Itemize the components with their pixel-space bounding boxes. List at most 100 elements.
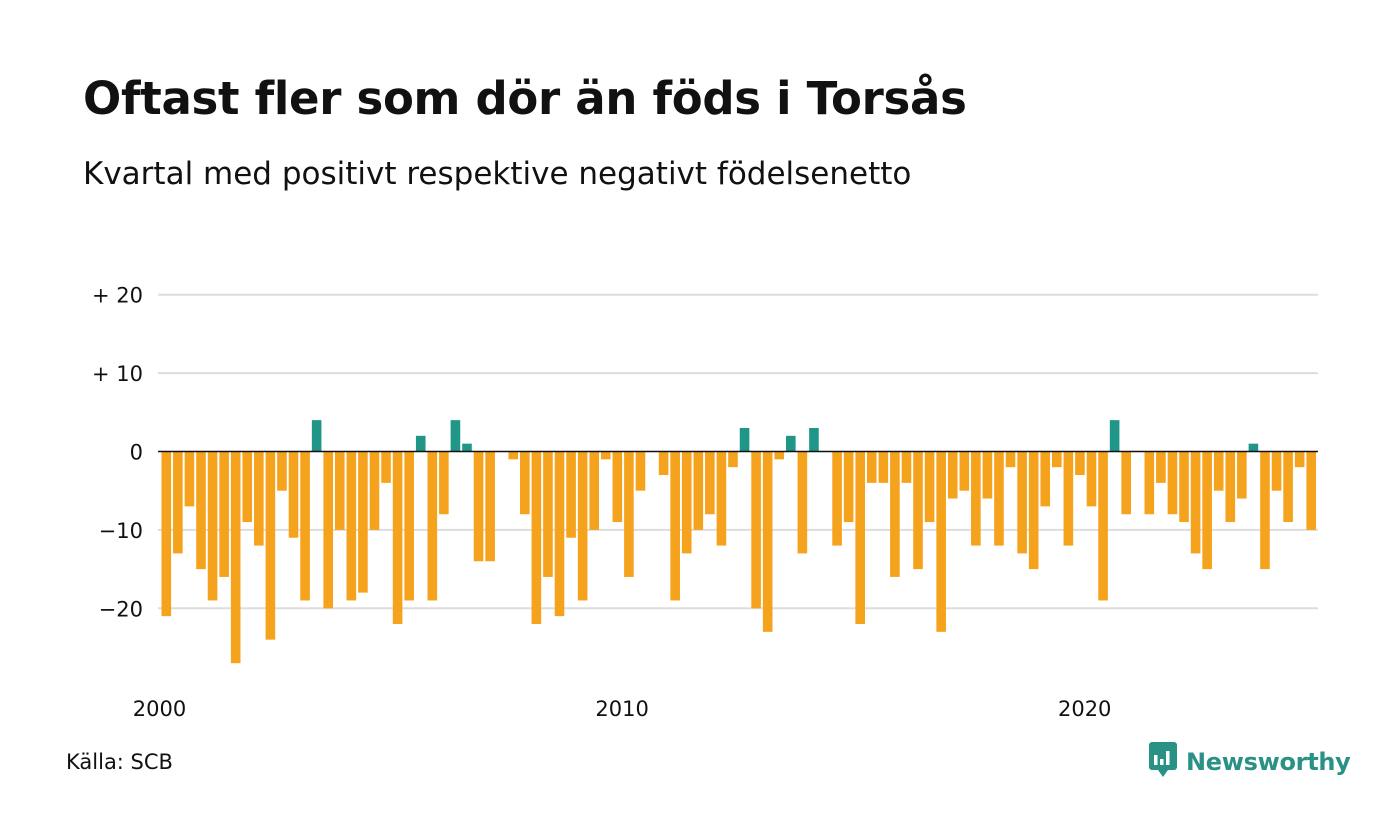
x-tick-label: 2020 — [1058, 697, 1111, 721]
bar-negative — [1190, 451, 1201, 554]
bar-negative — [728, 451, 738, 468]
bar-positive — [462, 443, 472, 452]
y-tick-label: + 10 — [92, 362, 143, 386]
bar-negative — [473, 451, 484, 562]
bar-negative — [254, 451, 264, 546]
bar-negative — [543, 451, 553, 577]
bar-negative — [1052, 451, 1062, 468]
bar-negative — [277, 451, 287, 491]
bar-negative — [832, 451, 842, 546]
bar-negative — [901, 451, 912, 483]
bar-negative — [219, 451, 229, 577]
bar-negative — [1121, 451, 1131, 515]
bar-negative — [774, 451, 785, 460]
bar-negative — [1063, 451, 1074, 546]
bar-negative — [762, 451, 773, 632]
bar-negative — [554, 451, 565, 617]
bar-negative — [971, 451, 981, 546]
bar-negative — [1144, 451, 1155, 515]
bar-negative — [381, 451, 391, 483]
newsworthy-logo-icon — [1148, 741, 1178, 783]
bar-negative — [936, 451, 946, 632]
bar-negative — [242, 451, 253, 523]
bar-negative — [577, 451, 588, 601]
chart-subtitle: Kvartal med positivt respektive negativt… — [83, 156, 912, 192]
chart-title: Oftast fler som dör än föds i Torsås — [83, 72, 967, 125]
brand-name: Newsworthy — [1186, 748, 1351, 776]
bar-negative — [658, 451, 669, 476]
bar-negative — [161, 451, 172, 617]
bar-positive — [450, 420, 461, 452]
bar-negative — [566, 451, 576, 538]
bar-negative — [1005, 451, 1016, 468]
bar-positive — [415, 435, 426, 452]
bar-negative — [265, 451, 276, 640]
bar-negative — [589, 451, 599, 530]
bar-negative — [485, 451, 495, 562]
bar-negative — [1017, 451, 1027, 554]
axes: + 20 + 10 0 −10 −20 2000 2010 2020 — [92, 284, 1318, 721]
bar-negative — [508, 451, 519, 460]
bar-negative — [624, 451, 634, 577]
bar-negative — [369, 451, 380, 530]
bar-negative — [427, 451, 438, 601]
bar-negative — [531, 451, 542, 624]
bar-negative — [913, 451, 923, 570]
brand-logo[interactable]: Newsworthy — [1148, 741, 1351, 783]
bar-negative — [705, 451, 715, 515]
bar-positive — [1248, 443, 1259, 452]
y-tick-label: + 20 — [92, 284, 143, 308]
bar-negative — [959, 451, 970, 491]
bars — [161, 420, 1317, 664]
bar-negative — [1167, 451, 1178, 515]
bar-negative — [1040, 451, 1051, 507]
bar-negative — [173, 451, 183, 554]
bar-negative — [230, 451, 241, 664]
bar-negative — [1260, 451, 1270, 570]
bar-negative — [300, 451, 310, 601]
bar-negative — [612, 451, 623, 523]
bar-negative — [288, 451, 299, 538]
bar-negative — [1202, 451, 1212, 570]
bar-negative — [843, 451, 854, 523]
bar-negative — [797, 451, 808, 554]
bar-negative — [323, 451, 334, 609]
grid-lines — [158, 293, 1318, 610]
bar-negative — [1237, 451, 1247, 499]
bar-negative — [1098, 451, 1108, 601]
bar-negative — [994, 451, 1004, 546]
bar-negative — [924, 451, 935, 523]
bar-negative — [334, 451, 345, 530]
bar-negative — [855, 451, 865, 624]
bar-negative — [1086, 451, 1097, 507]
bar-negative — [1213, 451, 1224, 491]
bar-positive — [311, 420, 322, 452]
bar-negative — [184, 451, 195, 507]
bar-negative — [439, 451, 449, 515]
bar-negative — [346, 451, 357, 601]
bar-negative — [207, 451, 218, 601]
bar-negative — [1179, 451, 1189, 523]
bar-negative — [751, 451, 761, 609]
bar-negative — [520, 451, 530, 515]
bar-negative — [982, 451, 993, 499]
bar-negative — [1225, 451, 1236, 523]
bar-positive — [1109, 420, 1120, 452]
bar-positive — [739, 427, 750, 452]
bar-negative — [693, 451, 704, 530]
bar-negative — [890, 451, 900, 577]
x-tick-label: 2010 — [595, 697, 648, 721]
bar-positive — [809, 427, 819, 452]
bar-negative — [878, 451, 889, 483]
bar-negative — [716, 451, 727, 546]
y-tick-label: −20 — [99, 597, 143, 621]
bar-negative — [358, 451, 368, 593]
bar-negative — [1271, 451, 1282, 491]
bar-negative — [1283, 451, 1293, 523]
bar-negative — [1156, 451, 1166, 483]
bar-negative — [392, 451, 403, 624]
y-tick-label: 0 — [130, 441, 143, 465]
y-tick-label: −10 — [99, 519, 143, 543]
bar-negative — [947, 451, 958, 499]
